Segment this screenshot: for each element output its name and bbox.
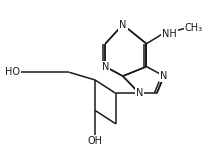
Text: N: N (160, 71, 168, 81)
Text: NH: NH (162, 29, 177, 39)
Text: CH₃: CH₃ (185, 24, 203, 33)
Text: N: N (119, 20, 126, 30)
Text: N: N (101, 62, 109, 72)
Text: HO: HO (5, 67, 20, 77)
Text: OH: OH (88, 136, 103, 146)
Text: N: N (136, 88, 143, 98)
